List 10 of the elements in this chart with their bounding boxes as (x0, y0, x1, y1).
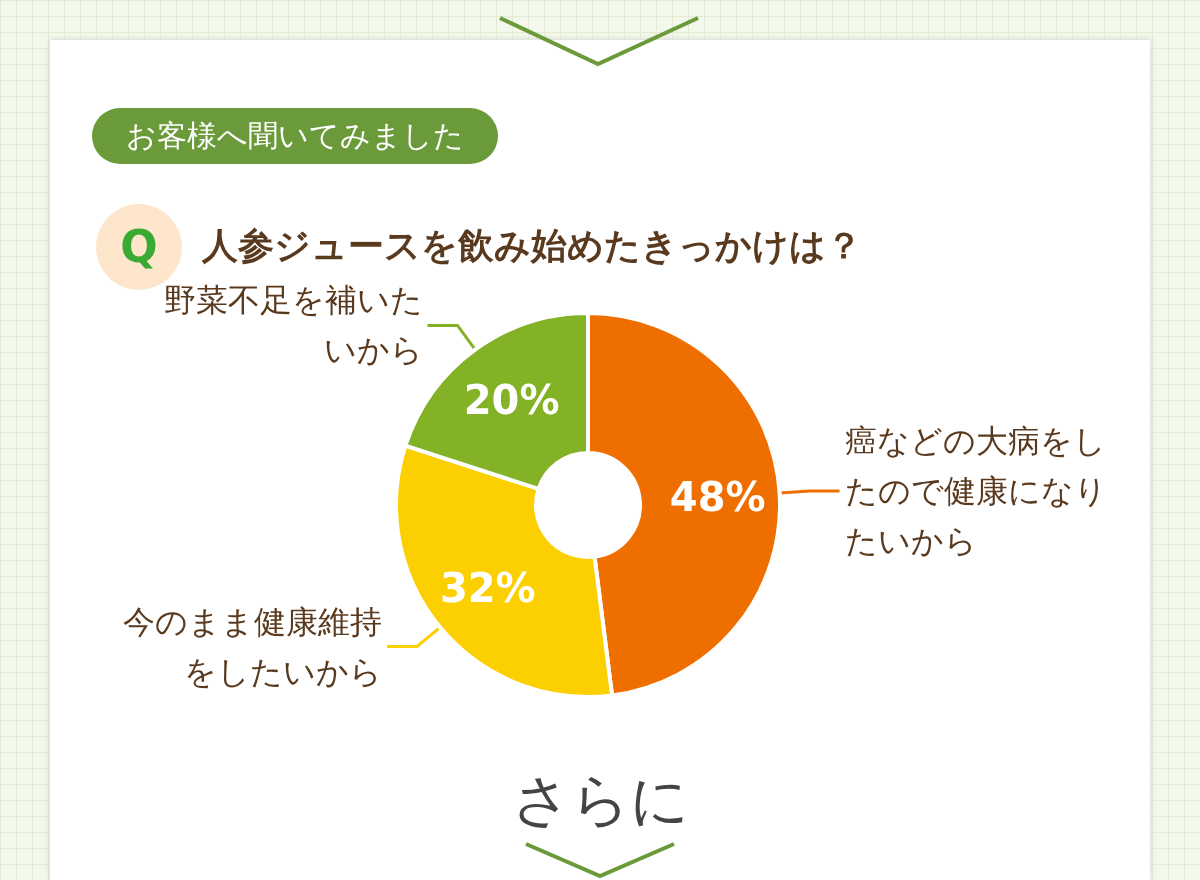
data-label: 20% (463, 376, 560, 423)
slice-label: 今のまま健康維持をしたいから (122, 603, 382, 690)
text: Q (120, 221, 158, 272)
chart-title: 人参ジュースを飲み始めたきっかけは？ (202, 224, 862, 268)
text: さらに (510, 765, 690, 836)
data-label: 32% (439, 564, 536, 611)
slice-label: 野菜不足を補いたいから (163, 282, 423, 369)
slice-label: 癌などの大病をしたので健康になりたいから (844, 423, 1107, 560)
chart-subtitle: お客様へ聞いてみました (92, 108, 498, 164)
data-label: 48% (669, 473, 766, 520)
